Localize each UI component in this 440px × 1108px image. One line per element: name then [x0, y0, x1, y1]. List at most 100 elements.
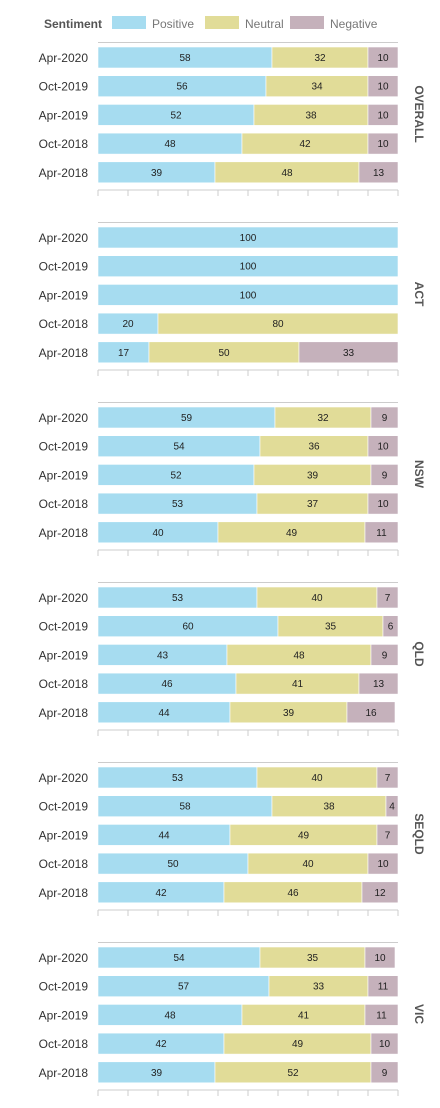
- data-label: 49: [298, 830, 310, 841]
- data-label: 41: [292, 679, 304, 690]
- bar-row: Oct-2018 46 41 13: [39, 672, 399, 695]
- data-label: 42: [155, 1039, 167, 1050]
- bar-segment-negative: [370, 464, 399, 486]
- data-label: 53: [172, 773, 184, 784]
- data-label: 39: [151, 168, 163, 179]
- data-label: 48: [281, 168, 293, 179]
- data-label: 100: [240, 290, 257, 301]
- data-label: 9: [382, 470, 388, 481]
- bar-segment-negative: [364, 1004, 399, 1026]
- data-label: 44: [158, 708, 170, 719]
- data-label: 10: [377, 139, 389, 150]
- bar-segment-negative: [376, 824, 399, 846]
- data-label: 48: [293, 650, 305, 661]
- data-label: 33: [313, 982, 325, 993]
- legend-item-positive: Positive: [112, 16, 194, 31]
- bar-segment-negative: [367, 435, 399, 458]
- data-label: 39: [151, 1068, 163, 1079]
- data-label: 56: [176, 82, 188, 93]
- category-label: Apr-2019: [39, 828, 89, 842]
- data-label: 10: [377, 82, 389, 93]
- bar-row: Apr-2020 54 35 10: [39, 946, 396, 969]
- bar-row: Apr-2018 39 52 9: [39, 1061, 399, 1084]
- data-label: 32: [314, 53, 326, 64]
- bar-row: Apr-2019 48 41 11: [39, 1004, 399, 1026]
- data-label: 20: [122, 319, 134, 330]
- data-label: 10: [377, 499, 389, 510]
- panel-label: OVERALL: [412, 85, 426, 142]
- category-label: Apr-2020: [39, 771, 89, 785]
- data-label: 38: [323, 802, 335, 813]
- bar-segment-negative: [376, 586, 399, 609]
- category-label: Apr-2019: [39, 288, 89, 302]
- bar-row: Oct-2019 57 33 11: [39, 975, 399, 998]
- bar-row: Oct-2018 20 80: [39, 312, 399, 335]
- bar-segment-positive: [97, 226, 399, 249]
- data-label: 57: [178, 982, 190, 993]
- category-label: Oct-2019: [39, 620, 89, 634]
- data-label: 43: [157, 650, 169, 661]
- legend-swatch: [112, 16, 146, 29]
- bar-segment-negative: [367, 46, 399, 69]
- category-label: Oct-2018: [39, 497, 89, 511]
- data-label: 33: [343, 348, 355, 359]
- data-label: 40: [311, 773, 323, 784]
- bar-segment-negative: [367, 104, 399, 126]
- data-label: 13: [373, 168, 385, 179]
- panel-label: SEQLD: [412, 813, 426, 855]
- data-label: 60: [182, 622, 194, 633]
- legend: Sentiment Positive Neutral Negative: [44, 16, 378, 31]
- data-label: 6: [388, 622, 394, 633]
- legend-item-neutral: Neutral: [205, 16, 284, 31]
- bar-row: Apr-2020 58 32 10: [39, 46, 399, 69]
- bar-row: Apr-2020 100: [39, 226, 399, 249]
- bar-segment-positive: [97, 284, 399, 306]
- data-label: 11: [378, 982, 389, 993]
- category-label: Oct-2018: [39, 1037, 89, 1051]
- data-label: 48: [164, 139, 176, 150]
- bar-segment-negative: [370, 644, 399, 666]
- category-label: Apr-2018: [39, 886, 89, 900]
- legend-swatch: [290, 16, 324, 29]
- bar-segment-negative: [370, 1032, 399, 1055]
- bar-segment-negative: [358, 161, 399, 184]
- data-label: 36: [308, 442, 320, 453]
- data-label: 49: [286, 528, 298, 539]
- legend-item-negative: Negative: [290, 16, 378, 31]
- category-label: Apr-2020: [39, 591, 89, 605]
- data-label: 58: [179, 53, 191, 64]
- data-label: 49: [292, 1039, 304, 1050]
- bar-segment-negative: [367, 132, 399, 155]
- data-label: 16: [365, 708, 377, 719]
- data-label: 100: [240, 233, 257, 244]
- bar-segment-negative: [367, 975, 399, 998]
- bar-row: Oct-2019 60 35 6: [39, 615, 399, 638]
- category-label: Apr-2019: [39, 108, 89, 122]
- data-label: 40: [302, 859, 314, 870]
- category-label: Oct-2018: [39, 857, 89, 871]
- data-label: 53: [172, 593, 184, 604]
- data-label: 52: [170, 110, 182, 121]
- data-label: 46: [161, 679, 173, 690]
- bar-row: Apr-2018 44 39 16: [39, 701, 396, 724]
- data-label: 41: [298, 1010, 310, 1021]
- legend-label: Positive: [152, 17, 194, 31]
- panel-nsw: Apr-2020 59 32 9 Oct-2019 54 36 10 Apr-2019 52 39 9…: [39, 402, 426, 556]
- category-label: Apr-2019: [39, 468, 89, 482]
- data-label: 54: [173, 442, 185, 453]
- bar-row: Apr-2019 44 49 7: [39, 824, 399, 846]
- bar-row: Oct-2018 42 49 10: [39, 1032, 399, 1055]
- category-label: Apr-2018: [39, 526, 89, 540]
- bar-row: Apr-2018 17 50 33: [39, 341, 399, 364]
- bar-row: Oct-2018 50 40 10: [39, 852, 399, 875]
- data-label: 17: [118, 348, 130, 359]
- data-label: 39: [283, 708, 295, 719]
- bar-row: Apr-2018 40 49 11: [39, 521, 399, 544]
- bar-row: Oct-2019 58 38 4: [39, 795, 399, 818]
- category-label: Apr-2018: [39, 1066, 89, 1080]
- data-label: 40: [152, 528, 164, 539]
- data-label: 38: [305, 110, 317, 121]
- bar-row: Apr-2018 39 48 13: [39, 161, 399, 184]
